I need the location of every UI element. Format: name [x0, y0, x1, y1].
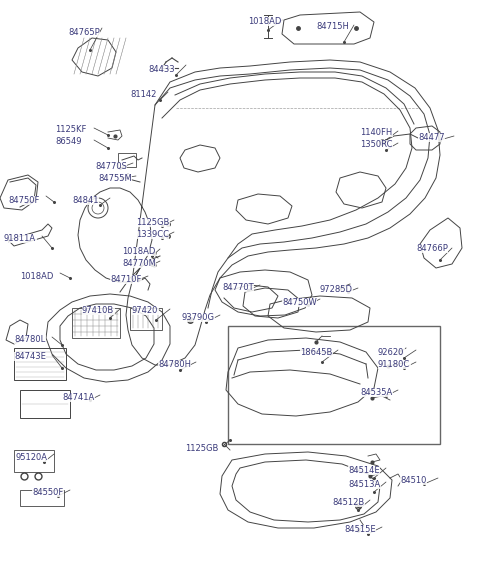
Bar [14, 348, 66, 380]
Bar [130, 308, 162, 330]
Text: 84841: 84841 [72, 196, 98, 205]
Bar [14, 450, 54, 472]
Text: 1018AD: 1018AD [248, 17, 281, 26]
Text: 84741A: 84741A [62, 393, 94, 402]
Text: 1125GB: 1125GB [136, 218, 169, 227]
Text: 1339CC: 1339CC [136, 230, 169, 239]
Text: 84780L: 84780L [14, 335, 45, 344]
Text: 95120A: 95120A [16, 453, 48, 462]
Text: 1350RC: 1350RC [360, 140, 393, 149]
Text: 84710F: 84710F [110, 275, 142, 284]
Text: 84770T: 84770T [222, 283, 253, 292]
Bar [20, 490, 64, 506]
Text: 84512B: 84512B [332, 498, 364, 507]
Text: 84433: 84433 [148, 65, 175, 74]
Text: 81142: 81142 [130, 90, 156, 99]
Text: 84755M: 84755M [98, 174, 132, 183]
Bar [118, 153, 136, 167]
Text: 1018AD: 1018AD [122, 247, 156, 256]
Text: 84535A: 84535A [360, 388, 392, 397]
Text: 84766P: 84766P [416, 244, 448, 253]
Text: 97410B: 97410B [82, 306, 114, 315]
Text: 93790G: 93790G [182, 313, 215, 322]
Text: 84514E: 84514E [348, 466, 380, 475]
Text: 84515E: 84515E [344, 525, 376, 534]
Text: 97420: 97420 [132, 306, 158, 315]
Bar [72, 308, 120, 338]
Text: 84770S: 84770S [95, 162, 127, 171]
Text: 84765P: 84765P [68, 28, 100, 37]
Bar [20, 390, 70, 418]
Text: 84750F: 84750F [8, 196, 39, 205]
Text: 1125GB: 1125GB [185, 444, 218, 453]
Text: 86549: 86549 [55, 137, 82, 146]
Text: 84780H: 84780H [158, 360, 191, 369]
Text: 1125KF: 1125KF [55, 125, 86, 134]
Text: 92620: 92620 [378, 348, 404, 357]
Text: 84743E: 84743E [14, 352, 46, 361]
Text: 84477: 84477 [418, 133, 444, 142]
Text: 18645B: 18645B [300, 348, 332, 357]
Text: 84715H: 84715H [316, 22, 349, 31]
Bar [228, 326, 440, 444]
Text: 91811A: 91811A [4, 234, 36, 243]
Text: 84510: 84510 [400, 476, 426, 485]
Text: 84770M: 84770M [122, 259, 156, 268]
Text: 91180C: 91180C [378, 360, 410, 369]
Text: 1140FH: 1140FH [360, 128, 392, 137]
Text: 84550F: 84550F [32, 488, 63, 497]
Text: 97285D: 97285D [320, 285, 353, 294]
Text: 1018AD: 1018AD [20, 272, 53, 281]
Text: 84750W: 84750W [282, 298, 317, 307]
Text: 84513A: 84513A [348, 480, 380, 489]
